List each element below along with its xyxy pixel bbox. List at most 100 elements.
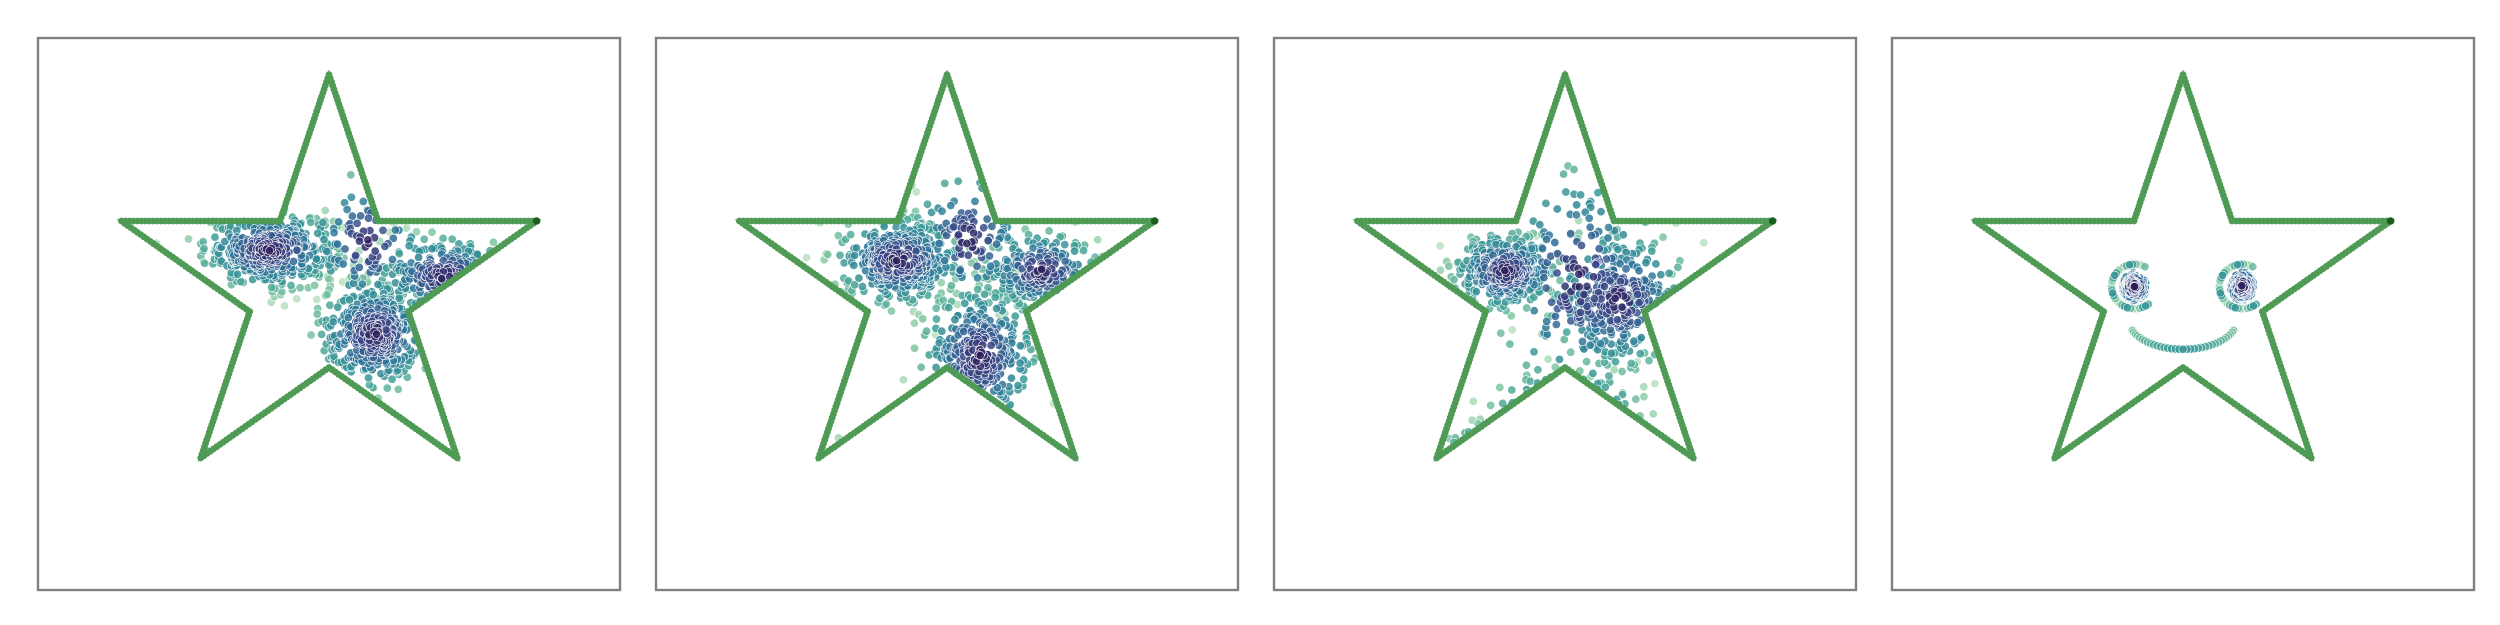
scatter-point bbox=[2179, 345, 2187, 353]
boundary-endpoint bbox=[1151, 217, 1159, 225]
scatter-point bbox=[1523, 304, 1531, 312]
scatter-point bbox=[369, 291, 377, 299]
scatter-point bbox=[987, 262, 995, 270]
scatter-point bbox=[1659, 233, 1667, 241]
scatter-point bbox=[1607, 349, 1615, 357]
scatter-point bbox=[1011, 312, 1019, 320]
scatter-point bbox=[976, 351, 984, 359]
scatter-point bbox=[983, 215, 991, 223]
scatter-point bbox=[899, 376, 907, 384]
scatter-point bbox=[1600, 282, 1608, 290]
scatter-point bbox=[345, 296, 353, 304]
scatter-point bbox=[917, 363, 925, 371]
scatter-point bbox=[371, 247, 379, 255]
scatter-point bbox=[1590, 295, 1598, 303]
scatter-point bbox=[1436, 266, 1444, 274]
scatter-point bbox=[980, 290, 988, 298]
scatter-point bbox=[1634, 318, 1642, 326]
scatter-point bbox=[420, 235, 428, 243]
scatter-point bbox=[992, 304, 1000, 312]
scatter-point bbox=[960, 327, 968, 335]
scatter-point bbox=[858, 282, 866, 290]
boundary-point bbox=[2181, 75, 2188, 82]
scatter-point bbox=[1586, 223, 1594, 231]
scatter-point bbox=[405, 242, 413, 250]
scatter-point bbox=[973, 262, 981, 270]
scatter-point bbox=[334, 218, 342, 226]
scatter-point bbox=[1079, 246, 1087, 254]
scatter-point bbox=[1614, 245, 1622, 253]
scatter-point bbox=[201, 259, 209, 267]
scatter-point bbox=[1589, 273, 1597, 281]
scatter-point bbox=[329, 318, 337, 326]
scatter-point bbox=[395, 249, 403, 257]
scatter-point bbox=[1648, 247, 1656, 255]
scatter-point bbox=[1547, 298, 1555, 306]
scatter-point bbox=[1496, 383, 1504, 391]
scatter-point bbox=[1562, 188, 1570, 196]
scatter-point bbox=[1061, 240, 1069, 248]
scatter-point bbox=[439, 234, 447, 242]
scatter-point bbox=[2231, 304, 2239, 312]
plot-frame bbox=[656, 38, 1238, 590]
scatter-point bbox=[268, 283, 276, 291]
scatter-point bbox=[383, 384, 391, 392]
scatter-point bbox=[364, 236, 372, 244]
scatter-point bbox=[1618, 367, 1626, 375]
scatter-point bbox=[2125, 261, 2133, 269]
scatter-point bbox=[1642, 259, 1650, 267]
scatter-point bbox=[388, 255, 396, 263]
scatter-point bbox=[381, 242, 389, 250]
scatter-point bbox=[1605, 372, 1613, 380]
scatter-point bbox=[992, 240, 1000, 248]
scatter-point bbox=[973, 274, 981, 282]
scatter-point bbox=[2130, 283, 2138, 291]
scatter-point bbox=[372, 330, 380, 338]
scatter-point bbox=[1553, 269, 1561, 277]
boundary-endpoint bbox=[2387, 217, 2395, 225]
scatter-point bbox=[824, 250, 832, 258]
scatter-point bbox=[391, 226, 399, 234]
scatter-point bbox=[1553, 205, 1561, 213]
scatter-point bbox=[1572, 211, 1580, 219]
scatter-point bbox=[850, 261, 858, 269]
scatter-point bbox=[2142, 302, 2150, 310]
scatter-point bbox=[1637, 334, 1645, 342]
scatter-point bbox=[985, 252, 993, 260]
scatter-point bbox=[358, 280, 366, 288]
scatter-point bbox=[364, 214, 372, 222]
scatter-point bbox=[2249, 302, 2257, 310]
scatter-point bbox=[1700, 239, 1708, 247]
scatter-point bbox=[945, 303, 953, 311]
scatter-panel-1 bbox=[38, 38, 620, 590]
scatter-point bbox=[1595, 245, 1603, 253]
scatter-point bbox=[963, 239, 971, 247]
plot-frame bbox=[1274, 38, 1856, 590]
scatter-point bbox=[313, 295, 321, 303]
scatter-point bbox=[1580, 290, 1588, 298]
scatter-point bbox=[941, 256, 949, 264]
scatter-point bbox=[211, 233, 219, 241]
scatter-point bbox=[1578, 337, 1586, 345]
scatter-panel-3 bbox=[1274, 38, 1856, 590]
scatter-point bbox=[1633, 290, 1641, 298]
scatter-point bbox=[237, 278, 245, 286]
scatter-point bbox=[850, 251, 858, 259]
scatter-point bbox=[414, 253, 422, 261]
scatter-point bbox=[1530, 307, 1538, 315]
scatter-point bbox=[932, 304, 940, 312]
scatter-point bbox=[950, 223, 958, 231]
scatter-point bbox=[323, 290, 331, 298]
scatter-point bbox=[355, 263, 363, 271]
boundary-point bbox=[945, 75, 952, 82]
boundary-point bbox=[327, 75, 334, 82]
scatter-point bbox=[1542, 199, 1550, 207]
scatter-point bbox=[1635, 299, 1643, 307]
scatter-point bbox=[1007, 374, 1015, 382]
scatter-point bbox=[184, 235, 192, 243]
scatter-point bbox=[1592, 260, 1600, 268]
scatter-point bbox=[1540, 273, 1548, 281]
scatter-point bbox=[1649, 410, 1657, 418]
scatter-point bbox=[1604, 234, 1612, 242]
scatter-point bbox=[321, 206, 329, 214]
